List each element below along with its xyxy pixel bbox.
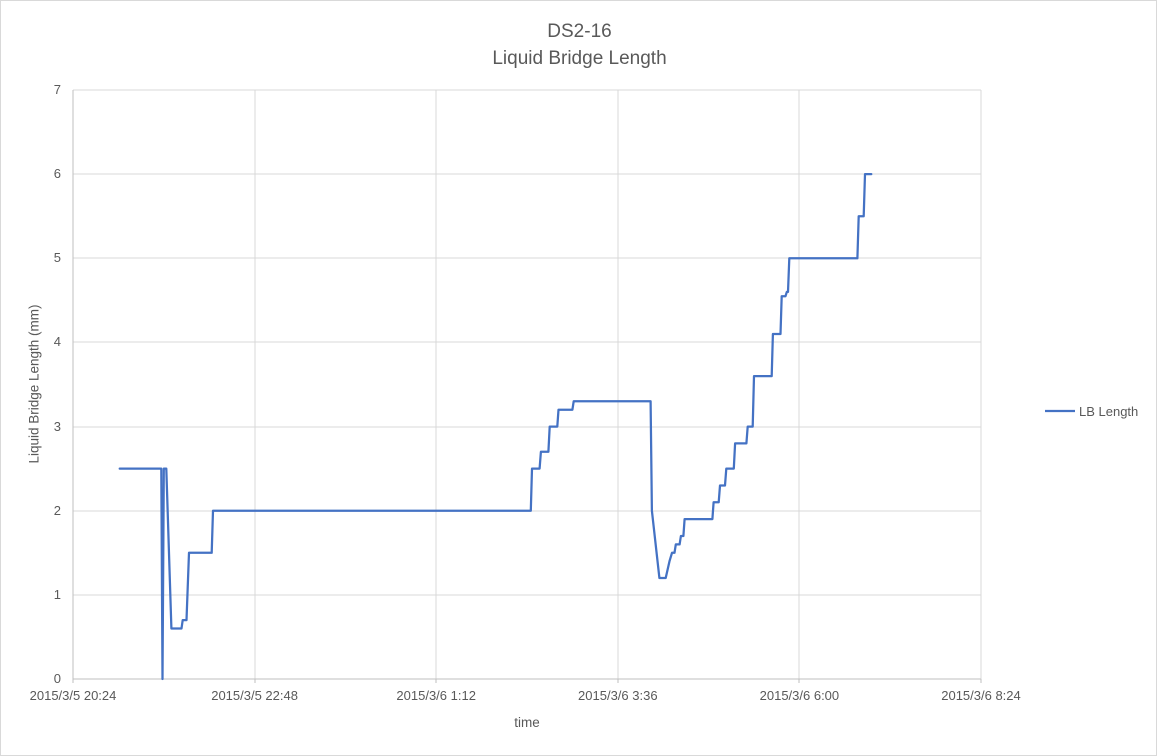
chart-title-line2: Liquid Bridge Length [492,48,667,69]
x-axis-tick-label: 2015/3/6 3:36 [578,688,658,703]
legend-line-sample-icon [1045,409,1075,413]
y-axis-tick-label: 2 [53,502,61,518]
x-axis-tick-label: 2015/3/5 22:48 [211,688,298,703]
y-axis-tick-label: 1 [53,586,61,602]
y-axis-tick-label: 3 [53,418,61,434]
legend-label: LB Length [1079,403,1139,419]
x-axis-title: time [514,715,540,730]
legend: LB Length [1045,403,1138,419]
series-line-lb-length [118,172,873,681]
x-axis-tick-label: 2015/3/6 6:00 [759,688,840,703]
x-axis-tick-label: 2015/3/5 20:24 [29,688,117,703]
y-axis-title: Liquid Bridge Length (mm) [26,304,42,464]
x-axis-tick-label: 2015/3/6 1:12 [396,688,476,703]
x-axis-tick-label: 2015/3/6 8:24 [941,688,1021,703]
y-axis-tick-label: 0 [53,671,61,686]
chart-title: DS2-16 Liquid Bridge Length [1,18,1156,72]
y-axis-tick-label: 4 [53,334,61,350]
chart-title-line1: DS2-16 [547,21,612,42]
y-axis-tick-label: 7 [53,82,61,97]
y-axis-tick-label: 5 [53,250,61,266]
y-axis-tick-label: 6 [53,166,61,182]
